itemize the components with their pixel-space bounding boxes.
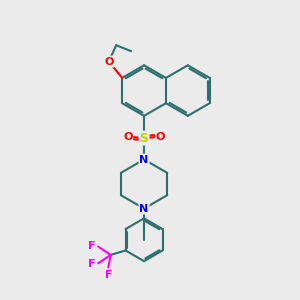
Text: F: F [88, 241, 95, 251]
Text: O: O [104, 57, 113, 67]
Text: O: O [156, 132, 165, 142]
Text: O: O [123, 132, 132, 142]
Text: F: F [104, 270, 112, 280]
Text: N: N [140, 204, 149, 214]
Text: N: N [140, 154, 149, 164]
Text: F: F [88, 259, 95, 269]
Text: S: S [140, 132, 148, 145]
